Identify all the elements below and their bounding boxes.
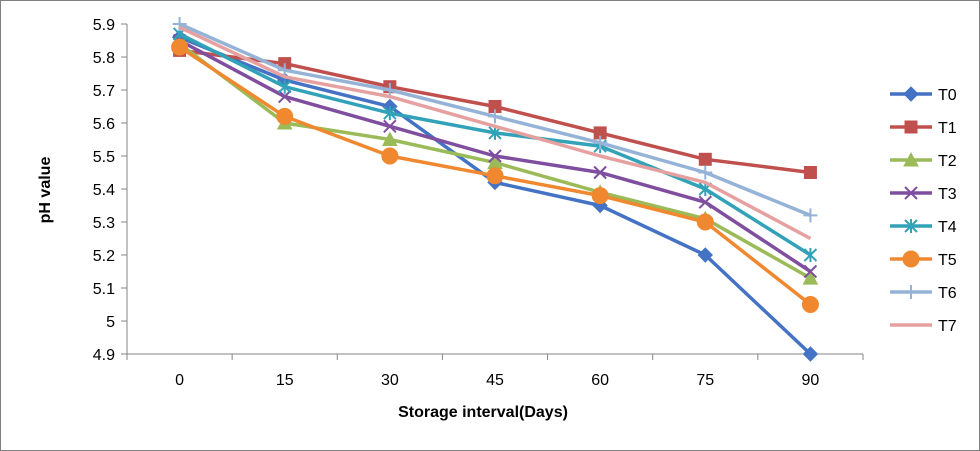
data-point <box>382 83 397 97</box>
legend-label: T1 <box>938 120 957 137</box>
legend-marker <box>902 250 920 268</box>
data-point <box>383 119 397 134</box>
data-point <box>276 107 294 125</box>
legend-item-t3: T3 <box>890 186 957 203</box>
data-point <box>488 109 502 124</box>
data-point <box>696 213 714 231</box>
series-t7 <box>178 25 812 241</box>
legend-marker <box>903 86 919 102</box>
data-point <box>383 106 397 121</box>
data-point <box>802 270 819 285</box>
legend-marker <box>904 120 918 134</box>
series-t6 <box>172 17 818 223</box>
legend-marker <box>904 285 918 299</box>
data-point <box>801 296 819 313</box>
y-axis-title: pH value <box>37 157 54 224</box>
legend: T0 T1 T2 T3 T4 T5 T6 T7 <box>890 86 957 335</box>
y-tick-label: 4.9 <box>93 347 115 364</box>
legend-item-t6: T6 <box>890 285 957 302</box>
data-point <box>698 165 713 180</box>
data-point <box>278 79 292 94</box>
legend-marker <box>904 186 918 200</box>
data-point <box>593 135 608 150</box>
y-tick-label: 5.5 <box>93 149 115 166</box>
data-point <box>803 208 818 223</box>
y-tick-label: 5.2 <box>93 248 115 265</box>
series-t5 <box>171 38 819 313</box>
data-point <box>803 166 817 179</box>
y-tick-label: 5.8 <box>93 50 115 67</box>
data-point <box>486 167 504 185</box>
data-point <box>802 346 819 362</box>
legend-item-t4: T4 <box>890 219 957 236</box>
legend-marker <box>903 151 919 167</box>
data-point <box>171 38 189 56</box>
data-point <box>803 264 818 279</box>
series-t4 <box>172 26 818 262</box>
legend-item-t5: T5 <box>890 250 957 269</box>
plot-area: 4.9 5 5.1 5.2 5.3 5.4 5.5 5.6 5.7 5.8 5.9 0 15 30 45 60… <box>93 17 864 389</box>
data-point <box>698 195 712 209</box>
data-point <box>698 152 712 166</box>
x-tick-label: 60 <box>591 372 609 389</box>
legend-label: T0 <box>938 87 957 104</box>
y-tick-label: 5.6 <box>93 116 115 133</box>
y-tick-label: 5.7 <box>93 83 115 100</box>
legend-item-t0: T0 <box>890 86 957 104</box>
y-tick-label: 5.3 <box>93 215 115 232</box>
y-tick-label: 5.9 <box>93 17 115 34</box>
legend-label: T2 <box>938 153 957 170</box>
legend-label: T4 <box>938 219 957 236</box>
data-point <box>488 149 502 163</box>
legend-label: T6 <box>938 285 957 302</box>
x-tick-label: 0 <box>175 372 184 389</box>
x-axis-title: Storage interval(Days) <box>398 404 568 421</box>
data-point <box>697 247 713 263</box>
legend-label: T7 <box>938 318 957 335</box>
data-point <box>381 147 399 165</box>
data-point <box>591 187 609 205</box>
x-tick-label: 75 <box>696 372 714 389</box>
x-tick-label: 45 <box>486 372 504 389</box>
legend-item-t2: T2 <box>890 151 957 170</box>
data-point <box>803 248 818 262</box>
legend-label: T5 <box>938 252 957 269</box>
y-tick-label: 5.4 <box>93 182 115 199</box>
y-tick-label: 5 <box>106 314 115 331</box>
data-point <box>593 165 607 180</box>
data-point <box>382 131 398 146</box>
x-tick-label: 90 <box>802 372 820 389</box>
x-tick-label: 30 <box>381 372 399 389</box>
y-tick-label: 5.1 <box>93 281 115 298</box>
series-line <box>178 25 812 241</box>
legend-marker <box>904 219 918 233</box>
legend-label: T3 <box>938 186 957 203</box>
x-tick-label: 15 <box>276 372 294 389</box>
data-point <box>278 89 292 104</box>
legend-item-t1: T1 <box>890 120 957 137</box>
legend-item-t7: T7 <box>890 318 957 335</box>
